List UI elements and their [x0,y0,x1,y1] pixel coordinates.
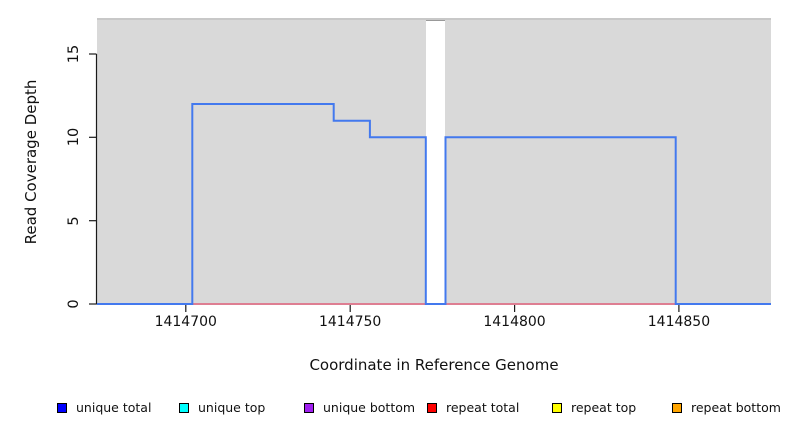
legend-label: unique top [198,400,266,415]
legend-swatch-icon [552,402,562,413]
legend-label: unique bottom [323,400,416,415]
y-tick-label: 10 [66,128,82,147]
legend-item-repeat-top: repeat top [552,400,636,415]
y-tick-label: 15 [66,44,82,64]
legend-swatch-icon [57,402,67,413]
legend-label: repeat bottom [691,400,781,415]
legend-item-unique-bottom: unique bottom [304,400,415,415]
legend-item-repeat-total: repeat total [427,400,519,415]
legend-label: unique total [76,400,152,415]
y-tick-label: 5 [66,216,82,226]
x-axis-title: Coordinate in Reference Genome [309,356,559,374]
legend-swatch-icon [304,402,314,413]
legend-swatch-icon [427,402,437,413]
x-tick-label: 1414850 [647,314,711,330]
coverage-gap-strip [425,19,446,305]
legend-swatch-icon [672,402,682,413]
x-tick-label: 1414800 [483,314,546,330]
x-tick-label: 1414700 [154,314,217,330]
legend-swatch-icon [179,402,189,413]
y-tick-label: 0 [66,299,82,309]
y-axis-title: Read Coverage Depth [22,79,40,245]
legend-label: repeat total [446,400,520,415]
legend-item-repeat-bottom: repeat bottom [672,400,781,415]
legend-label: repeat top [571,400,637,415]
plot-top-edge-line [97,18,771,20]
x-tick-label: 1414750 [318,314,382,330]
legend-item-unique-total: unique total [57,400,151,415]
legend-item-unique-top: unique top [179,400,265,415]
plot-area [97,19,771,305]
